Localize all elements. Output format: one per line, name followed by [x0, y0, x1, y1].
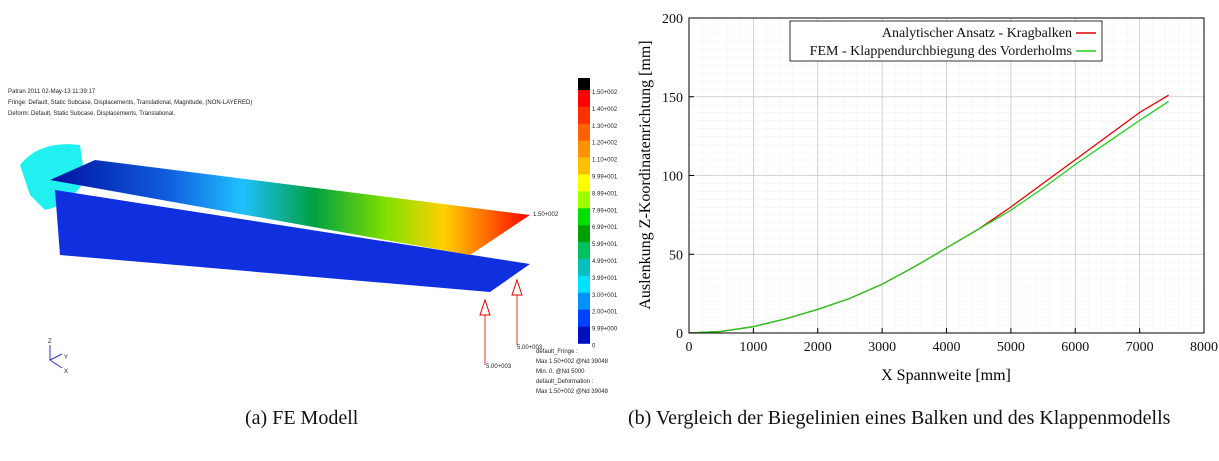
colorbar-label: 1.30+002 [592, 124, 618, 130]
colorbar-label: 3.99+001 [592, 276, 618, 282]
x-tick-label: 0 [686, 340, 693, 355]
colorbar-label: 9.99+000 [592, 327, 618, 333]
info-line: Min. 0. @Nd 5000 [536, 369, 585, 375]
colorbar-segment [578, 276, 590, 293]
colorbar-segment [578, 191, 590, 208]
colorbar-segment [578, 293, 590, 310]
page: 1.50+002 1.40+002 1.30+002 1.20+002 1.10+002… [0, 0, 1219, 461]
colorbar-segment [578, 310, 590, 327]
x-axis-label: X Spannweite [mm] [881, 367, 1011, 384]
colorbar-label: 3.00+001 [592, 293, 618, 299]
info-line: default_Fringe : [536, 349, 578, 355]
x-tick-label: 5000 [997, 340, 1025, 355]
colorbar-segment [578, 225, 590, 242]
colorbar-segment [578, 327, 590, 344]
colorbar-label: 8.99+001 [592, 191, 618, 197]
info-line: Max 1.50+002 @Nd 39048 [536, 389, 609, 395]
colorbar-segment [578, 141, 590, 158]
colorbar-label: 7.99+001 [592, 208, 618, 214]
info-line: default_Deformation : [536, 379, 594, 385]
x-tick-label: 1000 [739, 340, 767, 355]
colorbar-label: 1.50+002 [592, 90, 618, 96]
colorbar-label: 5.99+001 [592, 242, 618, 248]
load-label: 5.00+003 [486, 364, 512, 370]
colorbar-segment [578, 175, 590, 192]
colorbar-segment [578, 158, 590, 175]
colorbar-label: 6.99+001 [592, 225, 618, 231]
legend-label: FEM - Klappendurchbiegung des Vorderholm… [810, 44, 1072, 59]
triad-label: Y [64, 355, 68, 361]
colorbar-segment [578, 107, 590, 124]
header-line: Patran 2011 02-May-13 11:39:17 [8, 89, 96, 95]
colorbar-label: 9.99+001 [592, 175, 618, 181]
x-tick-label: 4000 [933, 340, 961, 355]
triad-label: X [64, 369, 68, 375]
x-tick-label: 3000 [868, 340, 896, 355]
y-tick-label: 200 [662, 12, 683, 27]
colorbar-label: 0 [592, 344, 596, 350]
caption-a: (a) FE Modell [245, 402, 358, 434]
x-tick-label: 2000 [804, 340, 832, 355]
colorbar-label: 1.20+002 [592, 141, 618, 147]
triad-label: Z [48, 339, 52, 345]
x-tick-label: 6000 [1061, 340, 1089, 355]
colorbar-segment [578, 124, 590, 141]
colorbar-segment [578, 242, 590, 259]
info-line: Max 1.50+002 @Nd 39048 [536, 359, 609, 365]
caption-b: (b) Vergleich der Biegelinien eines Balk… [628, 402, 1213, 434]
figure: 1.50+002 1.40+002 1.30+002 1.20+002 1.10+002… [0, 0, 1219, 461]
tip-label: 1.50+002 [533, 212, 559, 218]
colorbar-label: 4.99+001 [592, 259, 618, 265]
y-axis-label: Auslenkung Z-Koordinatenrichtung [mm] [637, 40, 654, 309]
y-tick-label: 50 [669, 248, 683, 263]
colorbar-segment [578, 208, 590, 225]
header-line: Deform: Default, Static Subcase, Displac… [8, 111, 175, 117]
triad [50, 345, 62, 368]
load-lines [485, 295, 517, 365]
x-tick-label: 7000 [1126, 340, 1154, 355]
y-tick-label: 0 [676, 327, 683, 342]
fe-model [20, 144, 530, 368]
colorbar-label: 2.00+001 [592, 310, 618, 316]
colorbar-cap [578, 78, 590, 90]
colorbar-label: 1.40+002 [592, 107, 618, 113]
colorbar-label: 1.10+002 [592, 158, 618, 164]
y-tick-label: 150 [662, 91, 683, 106]
header-line: Fringe: Default, Static Subcase, Displac… [8, 100, 252, 106]
colorbar: 1.50+002 1.40+002 1.30+002 1.20+002 1.10+002… [578, 78, 618, 350]
colorbar-segment [578, 90, 590, 107]
y-tick-label: 100 [662, 170, 683, 185]
x-tick-label: 8000 [1190, 340, 1218, 355]
colorbar-segment [578, 259, 590, 276]
legend-label: Analytischer Ansatz - Kragbalken [882, 26, 1072, 41]
